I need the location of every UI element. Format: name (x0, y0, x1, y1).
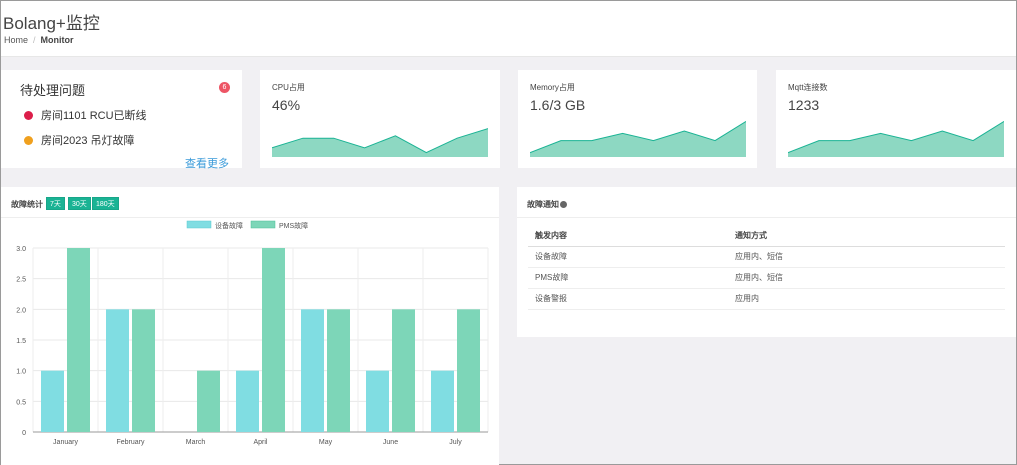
issue-item[interactable]: 房间1101 RCU已断线 (24, 107, 147, 123)
x-tick-label: June (383, 439, 398, 446)
stat-label: Mqtt连接数 (788, 83, 828, 92)
sparkline-line (530, 120, 746, 154)
fault-notice-header: 故障通知 (517, 187, 1016, 218)
table-cell: 应用内、短信 (728, 267, 1005, 289)
stat-value: 1233 (788, 97, 820, 113)
fault-notice-title: 故障通知 (527, 199, 567, 210)
range-30d-button[interactable]: 30天 (68, 197, 91, 210)
bar-pms-fault (262, 248, 285, 432)
stat-label: Memory占用 (530, 83, 575, 92)
status-dot-icon (24, 110, 33, 120)
x-tick-label: April (253, 439, 267, 446)
issue-label: 房间2023 吊灯故障 (41, 135, 135, 147)
x-tick-label: January (53, 439, 78, 446)
stat-value: 1.6/3 GB (530, 97, 586, 113)
bar-device-fault (431, 370, 454, 432)
breadcrumb: Home / Monitor (4, 35, 74, 45)
bar-device-fault (41, 370, 64, 432)
table-cell: 应用内 (728, 288, 1005, 310)
fault-stats-title: 故障统计 (11, 200, 43, 209)
pending-issues-panel: 待处理问题 房间1101 RCU已断线 房间2023 吊灯故障 查看更多 (1, 70, 242, 170)
range-7d-button[interactable]: 7天 (46, 197, 65, 210)
page-title: Bolang+监控 (3, 14, 100, 33)
column-header: 通知方式 (728, 226, 1005, 247)
fault-notice-title-text: 故障通知 (527, 200, 559, 209)
breadcrumb-current: Monitor (40, 35, 74, 45)
bar-device-fault (236, 370, 259, 432)
bar-pms-fault (392, 309, 415, 432)
cpu-stat-card: CPU占用 46% (260, 70, 500, 168)
bar-pms-fault (197, 370, 220, 432)
fault-stats-header: 故障统计 7天 30天 180天 (1, 187, 499, 218)
y-tick-label: 2.0 (16, 307, 26, 314)
x-tick-label: March (186, 439, 206, 446)
mqtt-sparkline (788, 120, 1004, 157)
memory-stat-card: Memory占用 1.6/3 GB (518, 70, 757, 168)
breadcrumb-separator: / (33, 35, 36, 45)
legend-swatch (186, 220, 212, 229)
sparkline-area (530, 121, 746, 157)
legend-label: PMS故障 (279, 221, 308, 230)
table-row[interactable]: PMS故障 应用内、短信 (528, 267, 1005, 289)
view-more-link[interactable]: 查看更多 (185, 158, 229, 170)
x-tick-label: May (319, 439, 333, 446)
table-cell: 设备警报 (528, 288, 728, 310)
table-cell: 应用内、短信 (728, 246, 1005, 268)
gear-icon[interactable] (560, 201, 567, 209)
table-row[interactable]: 设备警报 应用内 (528, 288, 1005, 310)
bar-device-fault (301, 309, 324, 432)
breadcrumb-home[interactable]: Home (4, 35, 29, 45)
bar-pms-fault (132, 309, 155, 432)
sparkline-area (272, 128, 488, 157)
legend-label: 设备故障 (215, 221, 243, 230)
sparkline-line (788, 120, 1004, 154)
bar-pms-fault (327, 309, 350, 432)
sparkline-line (272, 128, 488, 154)
x-tick-label: July (449, 439, 462, 446)
status-dot-icon (24, 135, 33, 145)
mqtt-stat-card: Mqtt连接数 1233 (776, 70, 1016, 168)
y-tick-label: 2.5 (16, 277, 26, 284)
memory-sparkline (530, 120, 746, 157)
bar-device-fault (366, 370, 389, 432)
fault-bar-chart: 0 0.5 1.0 1.5 2.0 2.5 3.0 January February March A… (16, 220, 489, 446)
pending-issues-title: 待处理问题 (20, 83, 86, 98)
bar-device-fault (106, 309, 129, 432)
table-cell: 设备故障 (528, 246, 728, 268)
fault-stats-panel: 故障统计 7天 30天 180天 0 0.5 1.0 1.5 2.0 2.5 3.0 Janu… (1, 187, 499, 465)
stat-label: CPU占用 (272, 83, 305, 92)
x-tick-label: February (116, 439, 145, 446)
notice-table: 触发内容 通知方式 设备故障 应用内、短信 PMS故障 应用内、短信 设备警报 … (528, 226, 1005, 310)
stat-value: 46% (272, 97, 301, 113)
y-tick-label: 3.0 (16, 246, 26, 253)
pending-count-badge: 6 (219, 82, 230, 93)
column-header: 触发内容 (528, 226, 728, 247)
issue-item[interactable]: 房间2023 吊灯故障 (24, 132, 135, 148)
sparkline-area (788, 121, 1004, 157)
bar-pms-fault (457, 309, 480, 432)
y-tick-label: 1.5 (16, 338, 26, 345)
cpu-sparkline (272, 128, 488, 157)
table-header-row: 触发内容 通知方式 (528, 226, 1005, 247)
fault-notice-panel: 故障通知 触发内容 通知方式 设备故障 应用内、短信 PMS故障 应用内、短信 … (517, 187, 1016, 337)
y-tick-label: 1.0 (16, 369, 26, 376)
bar-pms-fault (67, 248, 90, 432)
table-cell: PMS故障 (528, 267, 728, 289)
y-tick-label: 0 (22, 430, 26, 437)
issue-label: 房间1101 RCU已断线 (41, 110, 147, 122)
range-180d-button[interactable]: 180天 (92, 197, 119, 210)
page-header: Bolang+监控 Home / Monitor (1, 1, 1016, 57)
y-tick-label: 0.5 (16, 399, 26, 406)
table-row[interactable]: 设备故障 应用内、短信 (528, 246, 1005, 268)
legend-swatch (250, 220, 276, 229)
